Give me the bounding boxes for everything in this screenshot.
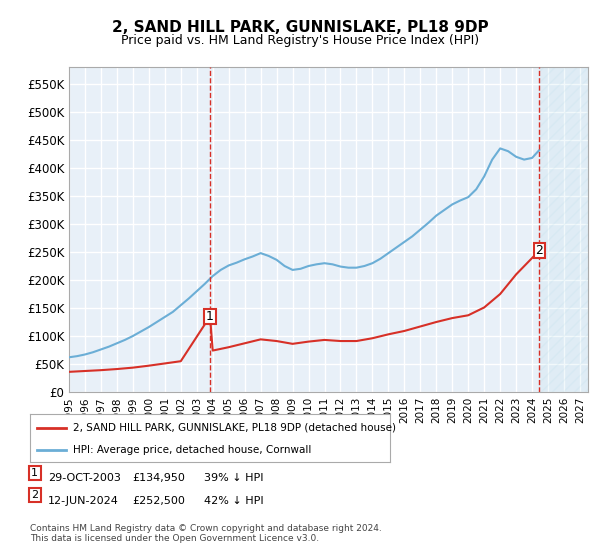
Text: 1: 1 <box>206 310 214 323</box>
Text: 2: 2 <box>535 244 543 257</box>
Text: 1: 1 <box>31 468 38 478</box>
Text: £252,500: £252,500 <box>132 496 185 506</box>
Bar <box>539 67 588 392</box>
Text: 29-OCT-2003: 29-OCT-2003 <box>48 473 121 483</box>
Text: 12-JUN-2024: 12-JUN-2024 <box>48 496 119 506</box>
FancyBboxPatch shape <box>205 309 215 324</box>
Text: 2: 2 <box>31 491 38 500</box>
Text: 2, SAND HILL PARK, GUNNISLAKE, PL18 9DP: 2, SAND HILL PARK, GUNNISLAKE, PL18 9DP <box>112 20 488 35</box>
Text: HPI: Average price, detached house, Cornwall: HPI: Average price, detached house, Corn… <box>73 445 311 455</box>
Text: 42% ↓ HPI: 42% ↓ HPI <box>204 496 263 506</box>
Text: 39% ↓ HPI: 39% ↓ HPI <box>204 473 263 483</box>
Text: Price paid vs. HM Land Registry's House Price Index (HPI): Price paid vs. HM Land Registry's House … <box>121 34 479 46</box>
FancyBboxPatch shape <box>534 243 545 259</box>
Text: Contains HM Land Registry data © Crown copyright and database right 2024.
This d: Contains HM Land Registry data © Crown c… <box>30 524 382 543</box>
Text: £134,950: £134,950 <box>132 473 185 483</box>
Text: 2, SAND HILL PARK, GUNNISLAKE, PL18 9DP (detached house): 2, SAND HILL PARK, GUNNISLAKE, PL18 9DP … <box>73 423 396 433</box>
